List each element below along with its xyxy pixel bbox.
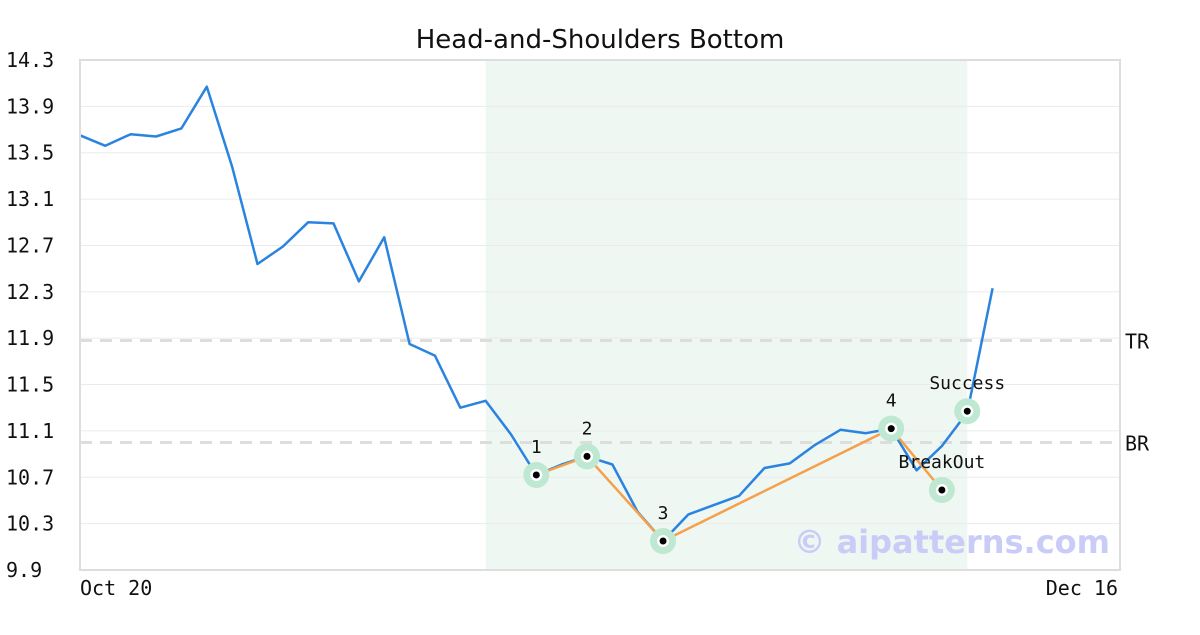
plot-frame (79, 59, 1121, 571)
chart-title: Head-and-Shoulders Bottom (416, 25, 785, 55)
y-tick-label: 11.1 (6, 419, 54, 443)
point-label-3: 3 (658, 503, 669, 524)
marker-dot-3 (659, 537, 667, 545)
marker-dot-success (963, 407, 971, 415)
y-tick-label: 12.3 (6, 280, 54, 304)
y-tick-label: 10.3 (6, 512, 54, 536)
y-tick-label: 10.7 (6, 465, 54, 489)
marker-dot-4 (887, 425, 895, 433)
x-end-label: Dec 16 (1046, 576, 1118, 600)
y-tick-label: 11.9 (6, 326, 54, 350)
y-tick-label: 13.5 (6, 141, 54, 165)
y-tick-label: 12.7 (6, 233, 54, 257)
watermark: © aipatterns.com (793, 523, 1110, 561)
point-label-breakout: BreakOut (899, 452, 986, 473)
y-tick-label: 14.3 (6, 48, 54, 72)
y-tick-label: 11.5 (6, 373, 54, 397)
point-label-1: 1 (531, 437, 542, 458)
reference-label-tr: TR (1125, 330, 1150, 354)
marker-dot-2 (583, 452, 591, 460)
reference-label-br: BR (1125, 432, 1150, 456)
marker-dot-1 (532, 471, 540, 479)
y-tick-label: 9.9 (6, 558, 42, 582)
point-label-success: Success (929, 373, 1005, 394)
marker-dot-breakout (938, 486, 946, 494)
y-tick-label: 13.1 (6, 187, 54, 211)
x-start-label: Oct 20 (80, 576, 152, 600)
y-tick-label: 13.9 (6, 94, 54, 118)
pattern-region (485, 60, 968, 570)
point-label-4: 4 (886, 391, 897, 412)
point-label-2: 2 (582, 418, 593, 439)
